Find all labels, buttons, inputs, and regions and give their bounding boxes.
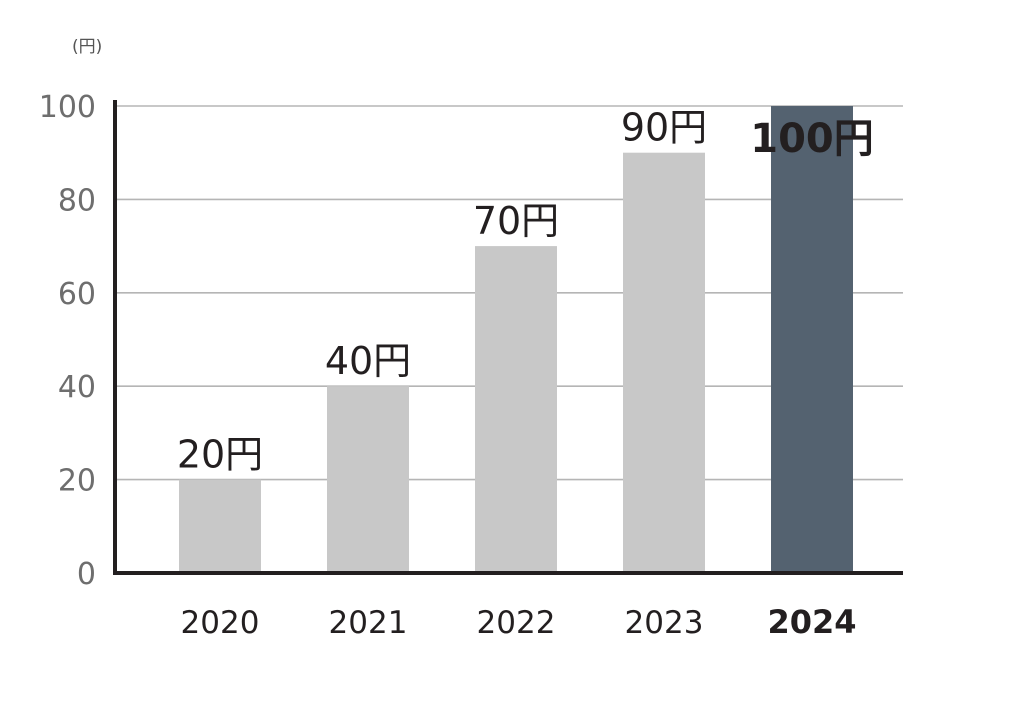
y-tick-label: 20 — [58, 464, 96, 499]
data-label-2023: 90円 — [621, 106, 707, 150]
x-tick-label-2022: 2022 — [477, 605, 556, 641]
y-tick-label: 40 — [58, 370, 96, 405]
bar-2024 — [771, 106, 853, 573]
bar-2022 — [475, 246, 557, 573]
axes — [113, 100, 903, 575]
bar-2023 — [623, 152, 705, 573]
bar-2020 — [179, 479, 261, 573]
x-tick-label-2020: 2020 — [181, 605, 260, 641]
y-tick-label: 60 — [58, 277, 96, 312]
y-unit-label: (円) — [72, 37, 102, 57]
data-label-2022: 70円 — [473, 199, 559, 243]
data-label-2020: 20円 — [177, 433, 263, 477]
data-labels: 20円 40円 70円 90円 100円 — [177, 106, 874, 477]
data-label-2021: 40円 — [325, 339, 411, 383]
y-tick-label: 100 — [39, 90, 96, 125]
bars — [179, 106, 853, 573]
y-tick-label: 0 — [77, 557, 96, 592]
x-tick-label-2024: 2024 — [767, 603, 856, 641]
x-tick-label-2023: 2023 — [625, 605, 704, 641]
x-tick-labels: 2020 2021 2022 2023 2024 — [181, 603, 857, 641]
y-tick-labels: 0 20 40 60 80 100 — [39, 90, 96, 592]
y-tick-label: 80 — [58, 183, 96, 218]
x-tick-label-2021: 2021 — [329, 605, 408, 641]
data-label-2024: 100円 — [750, 116, 874, 162]
bar-2021 — [327, 386, 409, 573]
